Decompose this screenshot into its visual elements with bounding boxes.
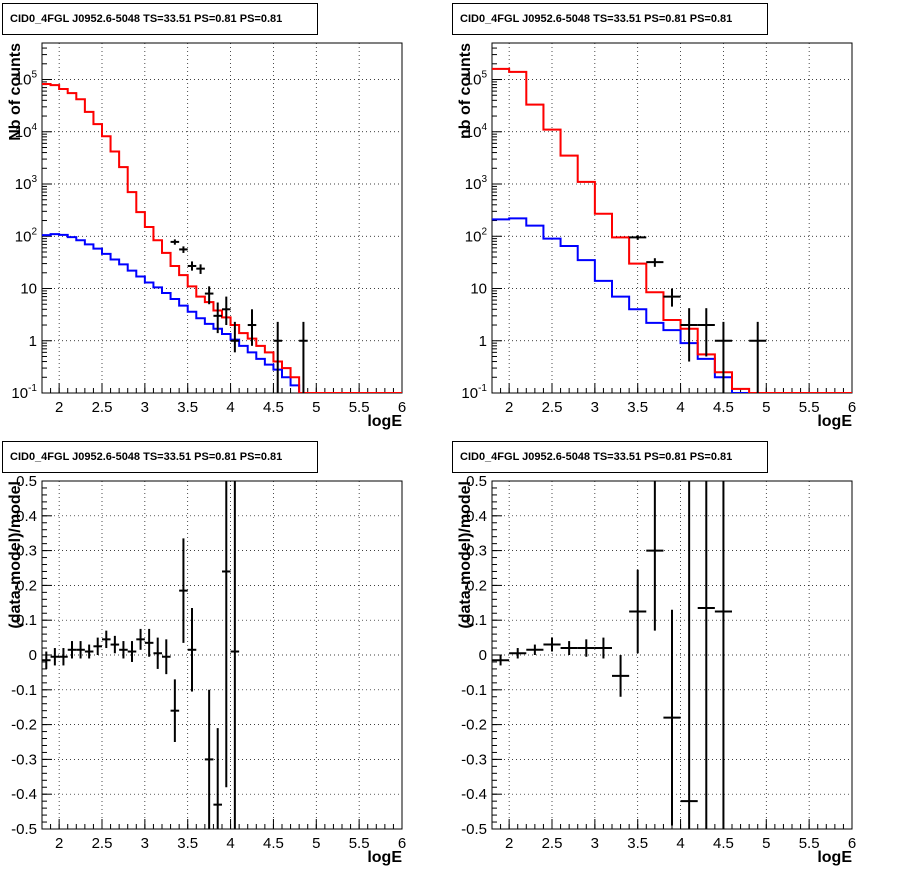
x-axis-label: logE xyxy=(367,849,402,866)
x-tick-label: 3.5 xyxy=(177,399,198,416)
y-tick-label: -0.5 xyxy=(11,821,37,838)
y-axis-label: Nb of counts xyxy=(7,43,24,141)
x-tick-label: 5.5 xyxy=(349,399,370,416)
x-tick-label: 3.5 xyxy=(177,835,198,852)
plot-panel-2: 2 2.5 3 3.5 4 4.5 5 5.5 610-1110102103104105logE… xyxy=(457,42,856,430)
y-tick-label: -0.4 xyxy=(461,786,487,803)
plot-panel-1: 2 2.5 3 3.5 4 4.5 5 5.5 610-1110102103104105logE… xyxy=(7,42,406,430)
x-tick-label: 4.5 xyxy=(713,399,734,416)
y-tick-label: -0.5 xyxy=(461,821,487,838)
x-axis-label: logE xyxy=(817,413,852,430)
y-axis-label: (data-model)/model xyxy=(457,481,474,629)
y-tick-label: 0 xyxy=(29,647,37,664)
plot-panel-3: 2 2.5 3 3.5 4 4.5 5 5.5 6 -0.5 -0.4 -0.3 -0.2 -0.1 0 0.… xyxy=(7,473,406,866)
x-tick-label: 2.5 xyxy=(92,835,113,852)
x-tick-label: 2 xyxy=(505,399,513,416)
y-tick-label: 0.2 xyxy=(16,577,37,594)
x-tick-label: 4.5 xyxy=(263,399,284,416)
histogram-series-1 xyxy=(492,67,852,393)
histogram-series-1 xyxy=(42,83,402,393)
x-axis-label: logE xyxy=(817,849,852,866)
y-axis-label: (data-model)/model xyxy=(7,481,24,629)
x-tick-label: 6 xyxy=(848,835,856,852)
x-tick-label: 3 xyxy=(141,835,149,852)
y-axis-label: nb of counts xyxy=(457,43,474,139)
histogram-series-2 xyxy=(42,233,402,393)
x-tick-label: 3 xyxy=(591,399,599,416)
y-tick-label: 0.3 xyxy=(16,543,37,560)
x-tick-label: 5.5 xyxy=(799,399,820,416)
y-tick-label: 102 xyxy=(465,226,488,245)
chart-title: CID0_4FGL J0952.6-5048 TS=33.51 PS=0.81 … xyxy=(2,3,318,35)
x-tick-label: 5.5 xyxy=(799,835,820,852)
x-tick-label: 2.5 xyxy=(92,399,113,416)
x-tick-label: 4 xyxy=(226,399,234,416)
y-tick-label: -0.1 xyxy=(461,682,487,699)
chart-title: CID0_4FGL J0952.6-5048 TS=33.51 PS=0.81 … xyxy=(2,441,318,473)
y-tick-label: 0.1 xyxy=(16,612,37,629)
x-tick-label: 2.5 xyxy=(542,399,563,416)
y-tick-label: 0.4 xyxy=(466,508,487,525)
y-tick-label: 1 xyxy=(29,333,37,350)
y-tick-label: 10-1 xyxy=(11,383,37,402)
y-tick-label: 102 xyxy=(15,226,38,245)
x-tick-label: 2 xyxy=(505,835,513,852)
x-tick-label: 4 xyxy=(226,835,234,852)
y-tick-label: 103 xyxy=(15,174,38,193)
plot-panel-4: 2 2.5 3 3.5 4 4.5 5 5.5 6 -0.5 -0.4 -0.3 -0.2 -0.1 0 0.… xyxy=(457,473,856,866)
plot-area xyxy=(42,481,240,829)
x-tick-label: 2 xyxy=(55,835,63,852)
y-tick-label: 0.2 xyxy=(466,577,487,594)
plot-area xyxy=(492,67,852,393)
x-tick-label: 2 xyxy=(55,399,63,416)
y-tick-label: 0 xyxy=(479,647,487,664)
x-tick-label: 5 xyxy=(312,399,320,416)
x-axis-label: logE xyxy=(367,413,402,430)
y-tick-label: -0.1 xyxy=(11,682,37,699)
y-tick-label: -0.3 xyxy=(461,751,487,768)
y-tick-label: 10 xyxy=(470,281,487,298)
y-tick-label: 103 xyxy=(465,174,488,193)
y-tick-label: -0.2 xyxy=(461,717,487,734)
x-tick-label: 3.5 xyxy=(627,835,648,852)
plot-area xyxy=(492,481,732,829)
x-tick-label: 3 xyxy=(591,835,599,852)
y-tick-label: 1 xyxy=(479,333,487,350)
x-tick-label: 2.5 xyxy=(542,835,563,852)
y-tick-label: 10-1 xyxy=(461,383,487,402)
x-tick-label: 3 xyxy=(141,399,149,416)
y-tick-label: 0.5 xyxy=(466,473,487,490)
x-tick-label: 6 xyxy=(848,399,856,416)
chart-title: CID0_4FGL J0952.6-5048 TS=33.51 PS=0.81 … xyxy=(452,441,768,473)
y-tick-label: -0.2 xyxy=(11,717,37,734)
x-tick-label: 4 xyxy=(676,399,684,416)
y-tick-label: 0.5 xyxy=(16,473,37,490)
x-tick-label: 5.5 xyxy=(349,835,370,852)
y-tick-label: 0.4 xyxy=(16,508,37,525)
x-tick-label: 6 xyxy=(398,835,406,852)
x-tick-label: 6 xyxy=(398,399,406,416)
y-tick-label: 10 xyxy=(20,281,37,298)
x-tick-label: 5 xyxy=(762,835,770,852)
x-tick-label: 5 xyxy=(762,399,770,416)
x-tick-label: 3.5 xyxy=(627,399,648,416)
plot-frame xyxy=(491,42,853,394)
x-tick-label: 5 xyxy=(312,835,320,852)
x-tick-label: 4 xyxy=(676,835,684,852)
plot-area xyxy=(42,83,402,393)
x-tick-label: 4.5 xyxy=(263,835,284,852)
x-tick-label: 4.5 xyxy=(713,835,734,852)
y-tick-label: -0.3 xyxy=(11,751,37,768)
chart-title: CID0_4FGL J0952.6-5048 TS=33.51 PS=0.81 … xyxy=(452,3,768,35)
histogram-series-2 xyxy=(492,217,852,393)
y-tick-label: 0.3 xyxy=(466,543,487,560)
y-tick-label: 0.1 xyxy=(466,612,487,629)
y-tick-label: -0.4 xyxy=(11,786,37,803)
